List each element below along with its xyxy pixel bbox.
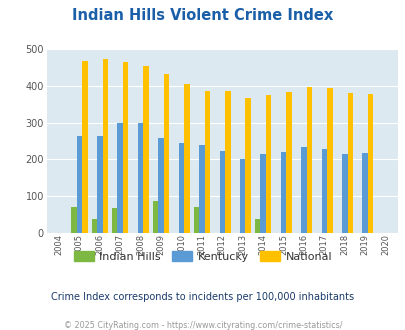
Bar — [321, 149, 326, 233]
Bar — [82, 61, 87, 233]
Bar — [301, 147, 306, 233]
Bar — [326, 88, 332, 233]
Bar — [123, 62, 128, 233]
Bar — [265, 95, 271, 233]
Bar — [117, 123, 123, 233]
Bar — [204, 90, 210, 233]
Text: Indian Hills Violent Crime Index: Indian Hills Violent Crime Index — [72, 8, 333, 23]
Bar — [143, 66, 149, 233]
Legend: Indian Hills, Kentucky, National: Indian Hills, Kentucky, National — [69, 247, 336, 267]
Bar — [77, 136, 82, 233]
Bar — [260, 154, 265, 233]
Bar — [138, 123, 143, 233]
Bar — [97, 136, 102, 233]
Bar — [286, 92, 291, 233]
Bar — [219, 150, 224, 233]
Bar — [163, 74, 169, 233]
Bar — [367, 94, 373, 233]
Bar — [184, 84, 189, 233]
Bar — [152, 201, 158, 233]
Bar — [306, 87, 311, 233]
Bar — [239, 159, 245, 233]
Bar — [112, 208, 117, 233]
Bar — [193, 207, 198, 233]
Bar — [341, 154, 347, 233]
Bar — [71, 207, 77, 233]
Bar — [91, 219, 97, 233]
Bar — [347, 93, 352, 233]
Bar — [178, 143, 184, 233]
Bar — [245, 98, 250, 233]
Bar — [102, 59, 108, 233]
Text: © 2025 CityRating.com - https://www.cityrating.com/crime-statistics/: © 2025 CityRating.com - https://www.city… — [64, 321, 341, 330]
Bar — [362, 153, 367, 233]
Bar — [198, 145, 204, 233]
Bar — [254, 219, 260, 233]
Bar — [158, 138, 163, 233]
Bar — [280, 152, 286, 233]
Bar — [224, 91, 230, 233]
Text: Crime Index corresponds to incidents per 100,000 inhabitants: Crime Index corresponds to incidents per… — [51, 292, 354, 302]
